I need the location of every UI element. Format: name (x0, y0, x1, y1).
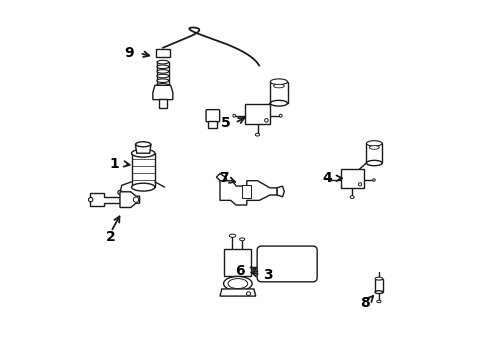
Polygon shape (153, 85, 173, 100)
Ellipse shape (233, 114, 236, 117)
Ellipse shape (228, 279, 247, 289)
Text: 9: 9 (124, 46, 134, 60)
Ellipse shape (273, 84, 284, 88)
Ellipse shape (132, 149, 155, 157)
Ellipse shape (270, 79, 288, 85)
Ellipse shape (157, 84, 169, 87)
Ellipse shape (350, 196, 354, 199)
Ellipse shape (367, 141, 382, 146)
Polygon shape (220, 289, 256, 296)
Polygon shape (120, 192, 140, 207)
Polygon shape (277, 186, 284, 197)
FancyBboxPatch shape (257, 246, 317, 282)
Text: 8: 8 (360, 296, 369, 310)
Ellipse shape (223, 276, 252, 291)
Text: 4: 4 (322, 171, 332, 185)
Bar (375, 279, 383, 292)
Ellipse shape (157, 60, 169, 64)
Ellipse shape (229, 234, 236, 237)
Text: 2: 2 (106, 230, 116, 244)
Bar (270, 82, 288, 103)
Ellipse shape (157, 69, 169, 73)
Bar (224, 249, 251, 275)
Bar (156, 49, 170, 57)
Ellipse shape (118, 190, 122, 195)
Text: 7: 7 (219, 171, 228, 185)
Ellipse shape (246, 292, 251, 296)
Text: 6: 6 (235, 264, 245, 278)
Bar (341, 169, 364, 188)
Polygon shape (220, 181, 277, 205)
Ellipse shape (240, 238, 245, 241)
Ellipse shape (157, 74, 169, 78)
Polygon shape (217, 174, 227, 181)
Ellipse shape (367, 160, 382, 166)
FancyBboxPatch shape (206, 110, 220, 122)
Ellipse shape (133, 197, 139, 202)
Ellipse shape (157, 65, 169, 68)
Ellipse shape (375, 291, 383, 294)
Ellipse shape (157, 79, 169, 82)
Ellipse shape (329, 179, 332, 181)
Ellipse shape (265, 118, 268, 122)
Bar (245, 104, 270, 124)
Ellipse shape (136, 142, 151, 147)
Polygon shape (90, 193, 120, 206)
Ellipse shape (132, 183, 155, 191)
Bar (159, 99, 167, 108)
Text: 3: 3 (264, 268, 273, 282)
Ellipse shape (89, 198, 93, 202)
Bar (208, 121, 218, 128)
Ellipse shape (369, 146, 379, 149)
Text: 5: 5 (220, 116, 230, 130)
Polygon shape (135, 144, 151, 153)
Ellipse shape (358, 183, 362, 186)
Bar (367, 143, 382, 163)
Ellipse shape (270, 100, 288, 106)
Ellipse shape (373, 179, 375, 181)
Bar (243, 185, 251, 198)
Ellipse shape (377, 300, 381, 303)
Text: 1: 1 (110, 157, 120, 171)
Ellipse shape (279, 114, 282, 117)
Ellipse shape (255, 133, 260, 136)
Ellipse shape (375, 277, 383, 280)
